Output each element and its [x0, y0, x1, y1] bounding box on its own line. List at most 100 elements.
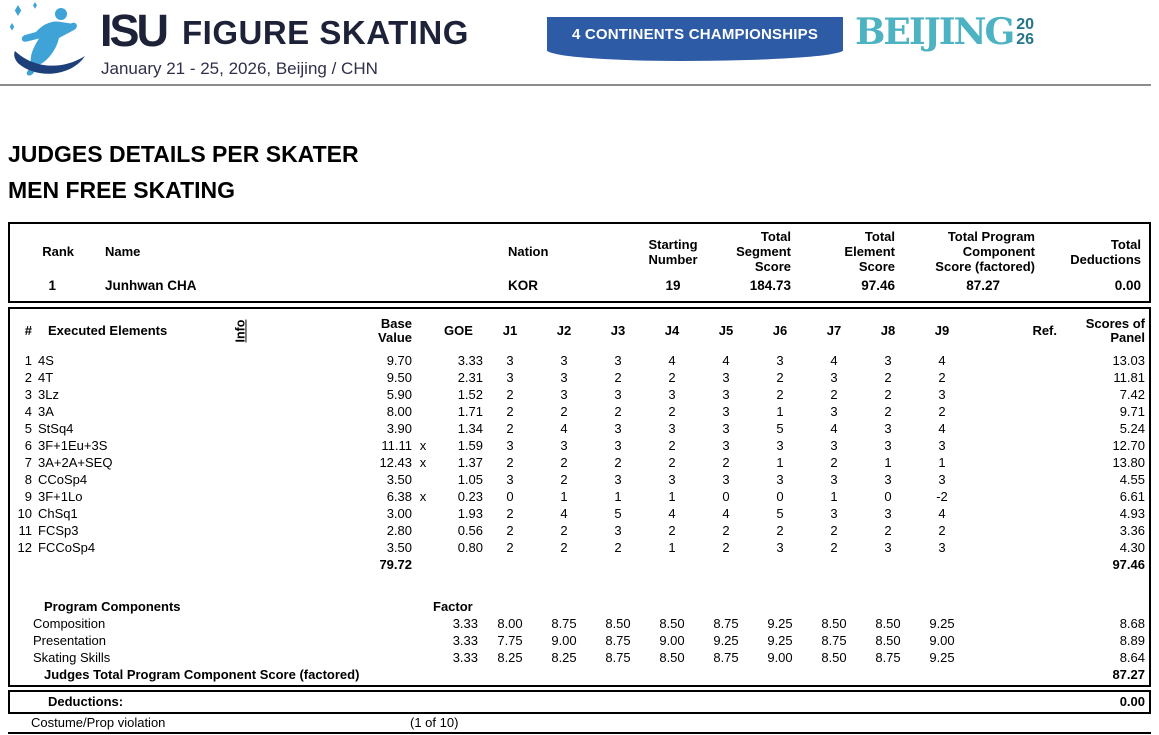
isu-wordmark: ISU: [100, 5, 169, 56]
element-info: [220, 386, 260, 403]
element-row: 5 StSq4 3.90 1.34 2 4 3 3 3 5 4 3 4 5.24: [14, 420, 1145, 437]
skater-total-pcs-factored: 87.27: [966, 278, 1000, 293]
component-score-j4: 9.00: [659, 633, 685, 648]
rank-column-header: Rank: [42, 244, 74, 259]
judge-score-j7: 2: [830, 540, 838, 555]
component-score-j2: 8.25: [551, 650, 577, 665]
judge-score-j2: 4: [560, 421, 568, 436]
judge-score-j2: 4: [560, 506, 568, 521]
judge-score-j1: 2: [506, 387, 514, 402]
component-score-j9: 9.25: [929, 650, 955, 665]
element-credit-mark: x: [419, 489, 427, 504]
element-number: 3: [24, 387, 32, 402]
judge-score-j4: 2: [668, 404, 676, 419]
judge-column-header: J4: [664, 322, 680, 338]
element-number: 5: [24, 421, 32, 436]
judge-score-j3: 1: [614, 489, 622, 504]
element-row: 3 3Lz 5.90 1.52 2 3 3 3 3 2 2 2 3 7.42: [14, 386, 1145, 403]
element-goe: 1.52: [457, 387, 483, 402]
element-info: [220, 352, 260, 369]
judge-score-j1: 2: [506, 523, 514, 538]
isu-skater-logo-icon: [9, 2, 85, 76]
element-base-value: 8.00: [386, 404, 412, 419]
judge-score-j1: 3: [506, 370, 514, 385]
judge-score-j2: 2: [560, 455, 568, 470]
judge-score-j5: 3: [722, 404, 730, 419]
element-info: [220, 403, 260, 420]
element-name: CCoSp4: [38, 472, 88, 487]
judge-score-j4: 2: [668, 370, 676, 385]
element-panel-score: 9.71: [1119, 404, 1145, 419]
judge-score-j6: 3: [776, 540, 784, 555]
judge-score-j4: 1: [668, 489, 676, 504]
element-info: [220, 539, 260, 556]
element-goe: 1.05: [457, 472, 483, 487]
element-goe: 3.33: [457, 353, 483, 368]
element-number: 2: [24, 370, 32, 385]
judge-score-j9: 3: [938, 472, 946, 487]
summary-header-row: Rank Name Nation Starting Number Total S…: [14, 229, 1145, 274]
element-base-value: 3.50: [386, 540, 412, 555]
header-divider: [0, 84, 1151, 86]
judge-score-j4: 3: [668, 472, 676, 487]
judge-score-j4: 1: [668, 540, 676, 555]
judge-score-j8: 3: [884, 540, 892, 555]
element-name: StSq4: [38, 421, 74, 436]
judge-score-j6: 2: [776, 370, 784, 385]
element-goe: 2.31: [457, 370, 483, 385]
element-goe: 1.34: [457, 421, 483, 436]
judge-score-j8: 3: [884, 472, 892, 487]
judge-score-j5: 3: [722, 370, 730, 385]
segment-title: MEN FREE SKATING: [8, 177, 236, 203]
element-ref: [969, 454, 1057, 471]
deduction-detail-count: (1 of 10): [410, 715, 459, 730]
judge-score-j4: 2: [668, 455, 676, 470]
judge-score-j6: 2: [776, 523, 784, 538]
judge-score-j6: 2: [776, 387, 784, 402]
element-row: 11 FCSp3 2.80 0.56 2 2 3 2 2 2 2 2 2 3.3…: [14, 522, 1146, 539]
component-row: Presentation 3.33 7.75 9.00 8.75 9.00 9.…: [14, 632, 1145, 649]
judge-score-j7: 1: [830, 489, 838, 504]
deduction-detail-name: Costume/Prop violation: [31, 715, 166, 730]
judge-score-j8: 3: [884, 506, 892, 521]
judge-score-j3: 3: [614, 387, 622, 402]
judge-score-j6: 1: [776, 455, 784, 470]
segment-score-column-header: Total Segment Score: [736, 229, 791, 274]
element-base-value: 11.11: [381, 438, 412, 453]
judge-score-j3: 3: [614, 472, 622, 487]
element-number: 7: [24, 455, 32, 470]
element-info: [220, 420, 260, 437]
judge-score-j5: 0: [722, 489, 730, 504]
element-credit-mark: [412, 505, 434, 522]
element-ref: [969, 420, 1057, 437]
element-row: 1 4S 9.70 3.33 3 3 3 4 4 3 4 3 4 13.03: [14, 352, 1145, 369]
name-column-header: Name: [105, 244, 141, 259]
components-total-score: 87.27: [1112, 667, 1145, 682]
judge-score-j7: 3: [830, 370, 838, 385]
program-components-header-row: Program Components Factor: [14, 598, 1145, 615]
skater-row: 1 Junhwan CHA KOR 19 184.73 97.46 87.27 …: [14, 278, 1145, 294]
element-credit-mark: [412, 471, 434, 488]
skater-summary-table: Rank Name Nation Starting Number Total S…: [8, 222, 1151, 303]
element-row: 8 CCoSp4 3.50 1.05 3 2 3 3 3 3 3 3 3 4.5…: [14, 471, 1145, 488]
judge-score-j6: 3: [776, 472, 784, 487]
beijing-year-bottom: 26: [1016, 30, 1035, 48]
element-base-value: 9.70: [386, 353, 412, 368]
judge-score-j5: 2: [722, 540, 730, 555]
judge-score-j9: 4: [938, 506, 946, 521]
judge-score-j6: 5: [776, 421, 784, 436]
skater-total-deductions: 0.00: [1114, 278, 1141, 293]
panel-score-total: 97.46: [1112, 557, 1145, 572]
component-score-j4: 8.50: [659, 616, 685, 631]
element-number: 11: [18, 523, 33, 538]
element-name: 4T: [38, 370, 54, 385]
judge-column-header: J7: [826, 322, 842, 338]
element-goe: 0.56: [457, 523, 483, 538]
element-goe: 0.23: [457, 489, 483, 504]
elements-header-row: # Executed Elements Info Base Value GOE …: [14, 312, 1145, 349]
element-ref: [969, 522, 1057, 539]
judge-score-j6: 3: [776, 438, 784, 453]
deductions-label: Deductions:: [48, 694, 124, 709]
judge-score-j5: 2: [722, 523, 730, 538]
element-base-value: 6.38: [386, 489, 412, 504]
